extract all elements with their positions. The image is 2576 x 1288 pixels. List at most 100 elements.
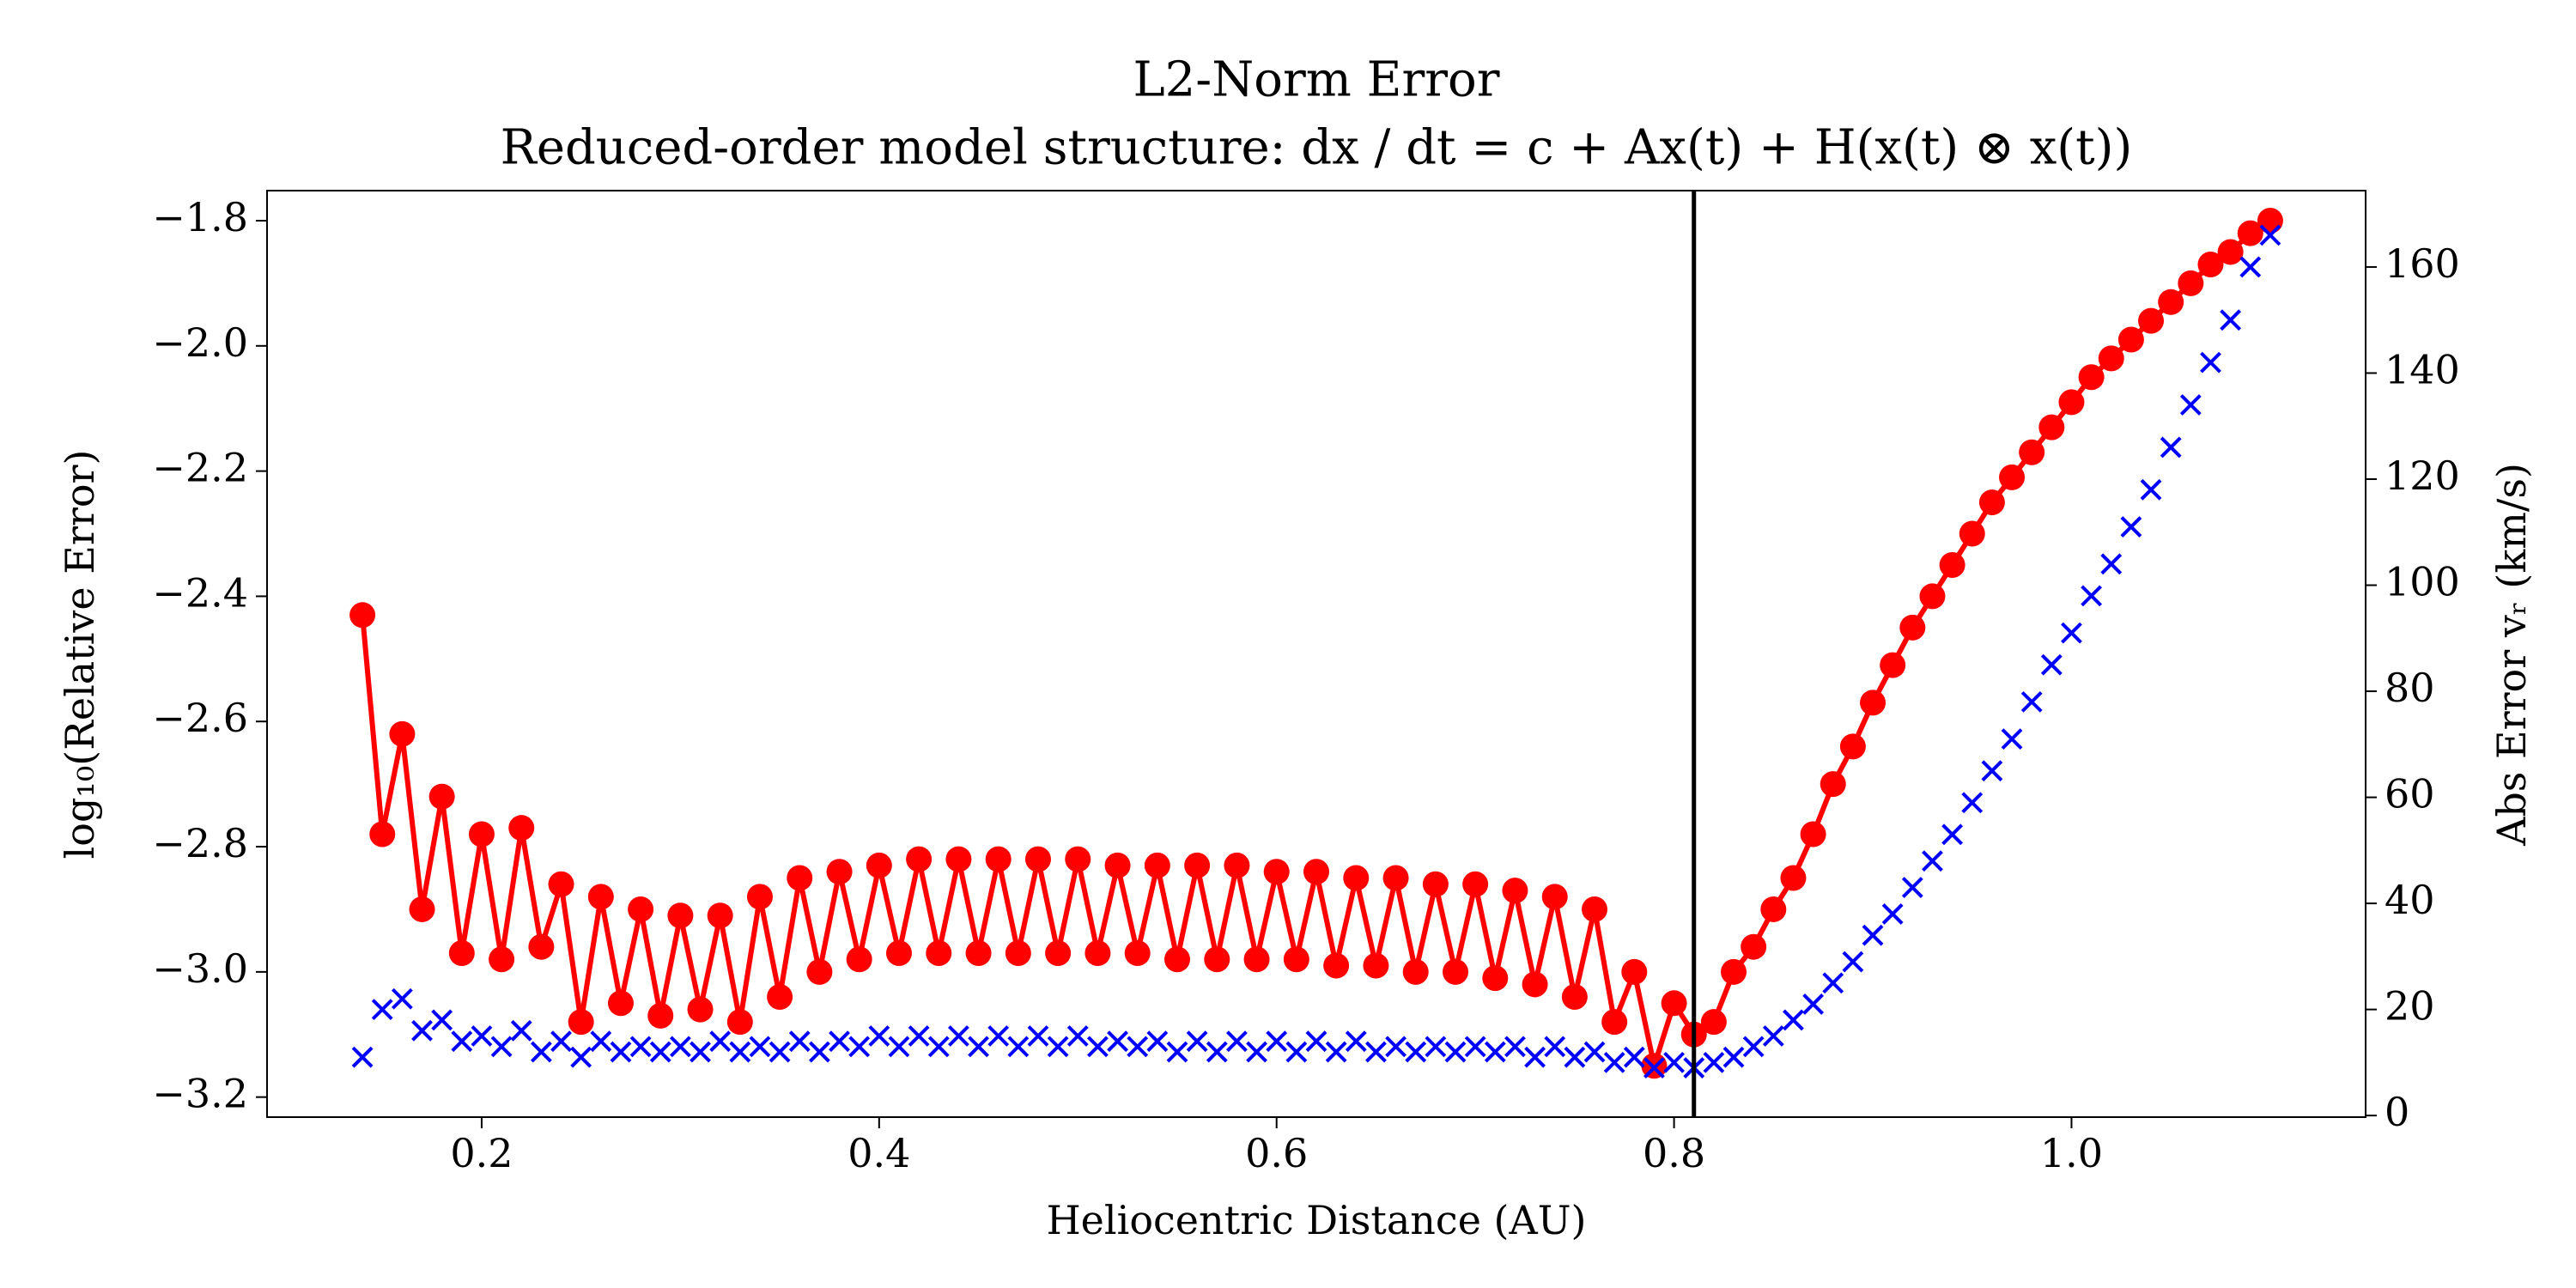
point [2019,439,2045,465]
x-marker [1603,1051,1625,1073]
point [2158,289,2184,315]
x-marker [649,1041,671,1063]
point [806,958,833,985]
y-tick-label: −2.4 [152,569,248,616]
x-marker [1146,1030,1169,1053]
point [1065,846,1091,872]
point [548,871,574,897]
x-marker [2040,653,2063,676]
y-tick-label: −2.2 [152,445,248,491]
point [1144,852,1170,878]
point [2058,389,2085,416]
point [1443,958,1469,985]
x-marker [1961,792,1984,814]
point [1462,871,1489,897]
x-marker [1901,877,1923,898]
x-marker [888,1036,910,1058]
x-marker [411,1019,433,1042]
x-marker [2200,351,2221,374]
point [1363,952,1389,979]
x-marker [1246,1041,1267,1063]
x-marker [1842,951,1864,973]
point [1163,946,1190,973]
x-marker [1583,1041,1606,1063]
point [826,859,853,885]
point [1084,939,1111,966]
x-marker [1127,1036,1149,1058]
x-marker [351,1046,374,1068]
chart-subtitle: Reduced-order model structure: dx / dt =… [501,120,2133,176]
point [1661,990,1687,1017]
point [349,602,376,629]
x-marker [848,1036,871,1058]
y2-tick-label: 0 [2385,1089,2409,1135]
x-marker [1922,850,1943,872]
x-marker [490,1036,513,1058]
point [389,720,416,747]
point [489,946,515,973]
y-tick-label: −1.8 [152,194,248,240]
x-marker [1087,1036,1109,1058]
point [1343,865,1370,891]
point [1601,1009,1628,1036]
y-tick-label: −2.0 [152,319,248,366]
x-marker [451,1030,473,1053]
x-marker [729,1041,751,1063]
point [1124,939,1151,966]
y2-tick-label: 80 [2385,665,2435,711]
x-tick-label: 1.0 [2040,1130,2103,1176]
point [965,939,992,966]
point [2237,220,2263,246]
x-marker [749,1036,771,1058]
x-marker [431,1009,453,1031]
point [1005,939,1031,966]
x-marker [590,1030,612,1053]
point [2178,270,2204,296]
point [866,852,892,878]
point [1978,489,2005,516]
x-marker [769,1041,791,1063]
x-marker [808,1041,830,1063]
x-marker [2081,585,2103,607]
point [1860,690,1886,716]
x-marker [1484,1041,1506,1063]
x-marker [1047,1036,1069,1058]
point [746,884,773,910]
point [1482,965,1509,992]
x-marker [1186,1030,1208,1053]
x-tick-label: 0.2 [450,1130,513,1176]
x-marker [1365,1041,1387,1063]
point [1959,520,1985,547]
x-marker [1941,823,1964,846]
point [2217,239,2244,265]
point [2257,207,2283,234]
point [1263,859,1290,885]
point [1561,984,1588,1011]
x-marker [1643,1057,1665,1078]
x-marker [2179,394,2202,416]
x-marker [1722,1046,1745,1068]
x-marker [2140,478,2162,501]
point [1283,946,1309,973]
x-marker [1166,1041,1188,1063]
chart-title: L2-Norm Error [1133,52,1499,108]
point [1184,852,1211,878]
point [1820,771,1846,798]
point [767,984,793,1011]
x-marker [1066,1025,1089,1047]
point [1045,939,1072,966]
point [647,1002,674,1029]
point [926,939,952,966]
point [1323,952,1350,979]
x-marker [391,987,413,1010]
x-marker [947,1025,969,1047]
point [428,783,455,810]
point [667,902,694,929]
x-tick-label: 0.8 [1643,1130,1705,1176]
point [448,939,475,966]
x-marker [669,1036,691,1058]
point [568,1009,594,1036]
point [1541,884,1568,910]
x-marker [1027,1025,1049,1047]
